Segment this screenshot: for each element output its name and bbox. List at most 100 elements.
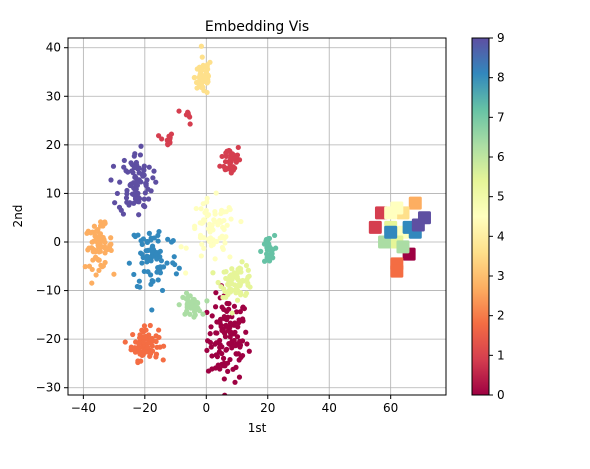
centroid-marker (384, 225, 398, 239)
scatter-point (224, 317, 230, 323)
scatter-point (226, 306, 232, 312)
scatter-point (234, 297, 241, 303)
scatter-point (237, 309, 243, 315)
scatter-point (153, 354, 159, 360)
scatter-point (222, 288, 228, 295)
scatter-point (236, 374, 243, 380)
scatter-point (237, 338, 243, 344)
scatter-point (155, 133, 162, 139)
scatter-point (223, 269, 229, 275)
scatter-point (158, 258, 164, 264)
scatter-point (155, 277, 161, 283)
y-tick-label: −10 (36, 284, 61, 298)
scatter-point (264, 257, 270, 263)
scatter-point (221, 217, 227, 224)
scatter-point (164, 260, 170, 266)
scatter-point (122, 339, 128, 345)
plot-frame (67, 37, 447, 396)
scatter-point (226, 341, 232, 347)
scatter-point (224, 300, 230, 307)
x-tick-label: 60 (383, 401, 398, 415)
scatter-point (227, 206, 233, 213)
scatter-point (198, 43, 204, 49)
scatter-point (124, 191, 130, 197)
scatter-point (204, 309, 210, 315)
scatter-point (138, 143, 144, 149)
scatter-point (197, 67, 203, 73)
scatter-point (133, 186, 139, 192)
scatter-point (221, 376, 227, 382)
scatter-point (230, 366, 236, 372)
scatter-point (128, 160, 134, 166)
scatter-point (240, 316, 246, 322)
scatter-point (199, 220, 205, 226)
scatter-point (156, 228, 162, 235)
scatter-point (189, 304, 195, 310)
scatter-point (229, 266, 235, 272)
scatter-point (197, 232, 204, 238)
scatter-point (221, 226, 227, 233)
centroid-markers (368, 196, 431, 278)
x-tick-label: 40 (322, 401, 337, 415)
scatter-point (224, 222, 230, 228)
scatter-point (222, 392, 228, 395)
scatter-point (217, 366, 223, 372)
scatter-point (196, 83, 202, 89)
data-points (82, 43, 279, 395)
scatter-point (200, 201, 206, 207)
scatter-point (97, 231, 104, 237)
scatter-point (157, 248, 163, 254)
scatter-point (236, 157, 243, 163)
scatter-point (243, 290, 250, 296)
scatter-point (117, 179, 123, 185)
scatter-point (224, 346, 230, 352)
scatter-point (153, 333, 159, 339)
scatter-point (228, 155, 234, 161)
scatter-point (220, 355, 227, 361)
scatter-point (114, 190, 120, 197)
scatter-point (85, 247, 91, 253)
scatter-point (97, 223, 104, 229)
scatter-point (157, 254, 163, 260)
scatter-point (215, 279, 221, 286)
scatter-point (213, 340, 219, 346)
scatter-point (233, 286, 239, 292)
scatter-point (232, 329, 238, 335)
scatter-point (137, 284, 143, 290)
scatter-point (217, 344, 223, 351)
scatter-point (138, 358, 144, 364)
scatter-point (233, 309, 240, 315)
scatter-point (153, 338, 159, 345)
scatter-point (192, 223, 198, 229)
scatter-point (198, 253, 204, 259)
y-tick-label: 10 (46, 186, 61, 200)
scatter-point (91, 238, 97, 244)
scatter-point (224, 323, 230, 329)
scatter-point (123, 168, 129, 174)
scatter-point (141, 323, 148, 329)
scatter-point (131, 200, 137, 206)
scatter-point (95, 244, 102, 250)
colorbar-tick-label: 1 (497, 348, 505, 362)
scatter-point (212, 218, 218, 225)
scatter-point (216, 217, 223, 224)
y-tick-label: 30 (46, 89, 61, 103)
scatter-point (171, 254, 177, 260)
scatter-point (141, 172, 147, 178)
scatter-point (90, 257, 96, 263)
scatter-point (141, 196, 147, 202)
scatter-point (222, 159, 229, 165)
centroid-marker (396, 240, 410, 254)
scatter-point (245, 282, 251, 288)
scatter-point (227, 320, 234, 326)
scatter-point (214, 238, 220, 245)
colorbar-tick-label: 0 (497, 388, 505, 402)
scatter-point (212, 304, 219, 310)
scatter-point (238, 292, 244, 298)
centroid-marker (408, 196, 422, 210)
scatter-point (204, 195, 210, 201)
scatter-point (148, 235, 154, 241)
scatter-point (236, 319, 242, 326)
scatter-point (263, 238, 269, 244)
scatter-point (132, 173, 138, 180)
